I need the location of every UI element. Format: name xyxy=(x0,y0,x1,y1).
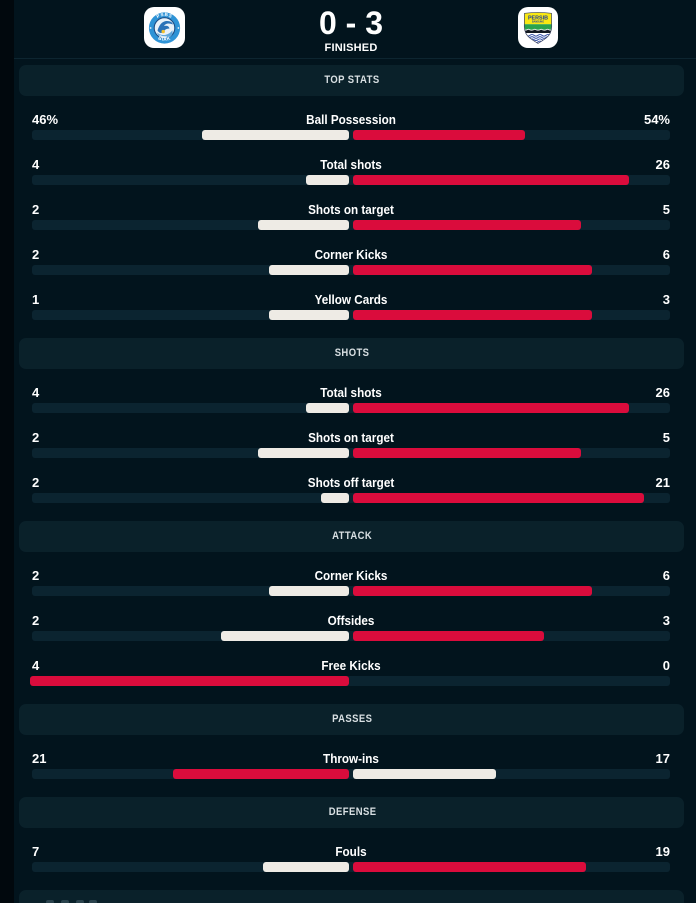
svg-text:PSBS: PSBS xyxy=(156,12,174,19)
svg-text:BANDUNG: BANDUNG xyxy=(532,21,544,24)
svg-text:PERSIB: PERSIB xyxy=(528,16,548,22)
svg-text:BIAK: BIAK xyxy=(158,35,172,42)
